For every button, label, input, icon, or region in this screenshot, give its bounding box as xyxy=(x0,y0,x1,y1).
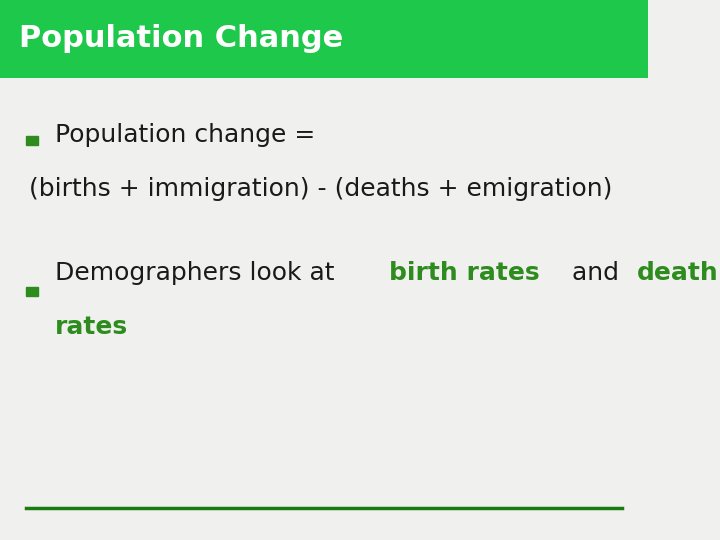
Text: death: death xyxy=(636,261,719,285)
Text: and: and xyxy=(564,261,626,285)
Text: (births + immigration) - (deaths + emigration): (births + immigration) - (deaths + emigr… xyxy=(29,177,613,201)
Text: Population Change: Population Change xyxy=(19,24,343,53)
Text: Population change =: Population change = xyxy=(55,123,315,147)
FancyBboxPatch shape xyxy=(0,0,648,78)
Bar xyxy=(26,136,37,145)
Text: rates: rates xyxy=(55,315,128,339)
Bar xyxy=(26,287,37,296)
Text: Demographers look at: Demographers look at xyxy=(55,261,343,285)
Text: birth rates: birth rates xyxy=(389,261,539,285)
